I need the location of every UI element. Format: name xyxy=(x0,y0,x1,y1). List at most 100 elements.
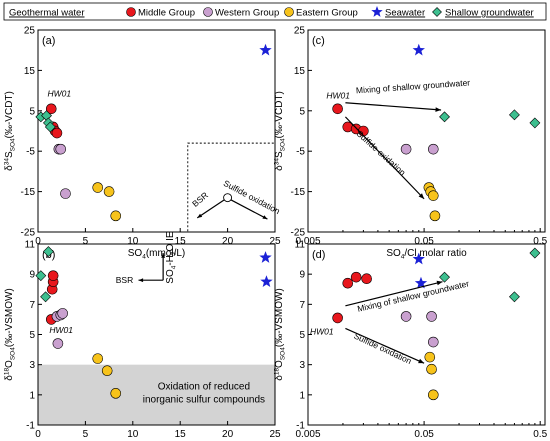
point-eastern xyxy=(427,190,439,201)
y-tick-label: 11 xyxy=(295,240,306,251)
y-tick-label: -1 xyxy=(26,421,35,432)
panel-c: 0.005 0.05 0.5 -25 -15 -5 5 15 25 (c) SO4/Cl molar… xyxy=(274,26,548,261)
y-tick-label: -5 xyxy=(26,147,35,158)
y-tick-label: 7 xyxy=(29,300,35,311)
hw01-label: HW01 xyxy=(310,327,334,337)
point-eastern xyxy=(110,388,122,399)
point-western xyxy=(426,311,437,322)
x-axis-label: SO4(mmol/L) xyxy=(128,248,186,261)
x-tick-label: 15 xyxy=(175,236,187,247)
sulfide-label: Sulfide oxidation xyxy=(355,128,408,177)
point-shallow xyxy=(529,117,541,129)
y-tick-label: 1 xyxy=(299,390,305,401)
y-axis-label: δ18OSO4(‰-VSMOW) xyxy=(274,288,287,381)
sulfide-arrow-head xyxy=(418,193,425,199)
legend-label-western: Western Group xyxy=(215,8,279,19)
point-western xyxy=(400,143,412,155)
point-eastern xyxy=(92,353,104,364)
so4h2o-arrow-head xyxy=(161,253,166,258)
y-tick-label: 15 xyxy=(24,66,36,77)
y-tick-label: 5 xyxy=(29,330,35,341)
point-eastern xyxy=(427,389,439,401)
y-tick-label: 25 xyxy=(24,26,36,37)
bsr-arrow-head xyxy=(197,213,203,218)
point-seawater xyxy=(259,251,272,263)
x-tick-label: 20 xyxy=(222,236,234,247)
x-tick-label: 10 xyxy=(127,429,139,440)
point-western xyxy=(60,188,71,199)
point-western xyxy=(400,311,412,322)
point-eastern xyxy=(103,186,115,197)
x-tick-label: 0.005 xyxy=(295,429,320,440)
panel-label: (d) xyxy=(312,249,325,261)
axes-frame xyxy=(307,243,546,426)
legend-marker-seawater xyxy=(371,6,383,17)
x-tick-label: 10 xyxy=(127,236,139,247)
point-shallow xyxy=(439,271,450,283)
point-middle xyxy=(332,103,343,115)
bsr-label: BSR xyxy=(190,190,210,209)
y-tick-label: -15 xyxy=(21,187,36,198)
y-tick-label: -25 xyxy=(21,228,36,239)
shaded-region xyxy=(38,364,275,425)
sulfide-arrow-shaft xyxy=(345,327,425,364)
y-axis-label: δ34SSO4(‰-VCDT) xyxy=(274,91,287,171)
y-tick-label: -25 xyxy=(291,228,306,239)
point-eastern xyxy=(92,182,104,193)
x-tick-label: 5 xyxy=(83,236,89,247)
point-middle xyxy=(342,277,354,289)
mixing-label: Mixing of shallow groundwater xyxy=(356,77,471,95)
y-tick-label: 25 xyxy=(294,26,306,37)
point-middle xyxy=(361,273,372,284)
mixing-arrow-shaft xyxy=(345,102,442,111)
x-tick-label: 15 xyxy=(175,429,187,440)
so4h2o-label: SO4-H2O IE xyxy=(165,231,178,284)
y-tick-label: 15 xyxy=(294,66,306,77)
point-western xyxy=(55,143,67,155)
point-shallow xyxy=(44,121,56,133)
point-shallow xyxy=(439,111,450,123)
panel-label: (a) xyxy=(42,35,55,47)
bsr-label: BSR xyxy=(116,275,133,285)
y-tick-label: 9 xyxy=(29,270,35,281)
point-shallow xyxy=(529,247,541,259)
y-tick-label: 5 xyxy=(29,106,35,117)
x-tick-label: 0 xyxy=(35,429,41,440)
mixing-label: Mixing of shallow groundwater xyxy=(356,278,470,314)
y-axis-label: δ34SSO4(‰-VCDT) xyxy=(4,91,17,171)
point-shallow xyxy=(40,291,52,303)
x-tick-label: 25 xyxy=(269,429,281,440)
point-eastern xyxy=(426,363,437,375)
legend-marker-eastern xyxy=(284,7,294,17)
panel-label: (c) xyxy=(312,35,325,47)
point-middle xyxy=(51,127,63,139)
shaded-label-line1: Oxidation of reduced xyxy=(158,382,250,393)
sulfide-label: Sulfide oxidation xyxy=(352,331,413,367)
axes-frame xyxy=(37,29,276,233)
point-eastern xyxy=(429,210,441,222)
y-tick-label: 3 xyxy=(299,360,305,371)
bsr-arrow-shaft xyxy=(196,199,225,219)
x-tick-label: 0.5 xyxy=(533,429,547,440)
hw01-label: HW01 xyxy=(49,325,73,335)
hw01-label: HW01 xyxy=(47,89,71,99)
legend-geothermal-title: Geothermal water xyxy=(9,8,85,19)
point-eastern xyxy=(110,210,122,222)
legend: Geothermal water Middle Group Western Gr… xyxy=(3,2,547,21)
y-tick-label: 5 xyxy=(299,330,305,341)
point-middle xyxy=(45,103,57,115)
y-tick-label: 11 xyxy=(25,240,36,251)
point-middle xyxy=(350,271,362,283)
point-shallow xyxy=(509,291,520,303)
point-seawater xyxy=(412,252,425,265)
legend-box xyxy=(3,2,547,21)
point-shallow xyxy=(509,109,520,121)
mixing-arrow-head xyxy=(435,107,442,112)
bsr-arrow-head xyxy=(138,278,144,283)
legend-marker-shallow xyxy=(432,7,442,17)
shaded-label-line2: inorganic sulfur compounds xyxy=(143,395,265,406)
y-tick-label: -1 xyxy=(296,421,305,432)
point-seawater xyxy=(412,43,425,56)
origin-marker xyxy=(223,193,233,203)
